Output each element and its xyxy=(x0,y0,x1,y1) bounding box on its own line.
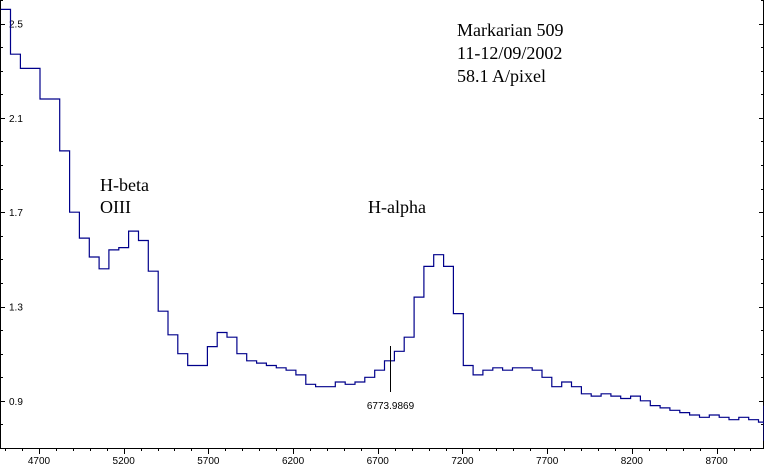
x-tick-label: 4700 xyxy=(28,456,51,467)
wavelength-marker-label: 6773.9869 xyxy=(367,401,415,412)
object-name-annotation: Markarian 509 xyxy=(457,20,563,40)
oiii-label: OIII xyxy=(100,197,131,217)
x-axis: 4700 5200 5700 6200 6700 7200 7700 8200 8700 xyxy=(0,448,764,467)
x-tick-label: 6200 xyxy=(282,456,305,467)
x-tick-label: 5700 xyxy=(197,456,220,467)
y-tick-label: 0.9 xyxy=(9,397,23,408)
x-tick-label: 8700 xyxy=(705,456,728,467)
h-beta-label: H-beta xyxy=(100,175,149,195)
y-tick-label: 2.1 xyxy=(9,114,23,125)
x-tick-label: 7700 xyxy=(536,456,559,467)
observation-date-annotation: 11-12/09/2002 xyxy=(457,43,562,63)
y-tick-label: 1.3 xyxy=(9,303,23,314)
x-tick-label: 7200 xyxy=(451,456,474,467)
h-alpha-label: H-alpha xyxy=(368,197,426,217)
x-tick-label: 8200 xyxy=(621,456,644,467)
y-tick-label: 1.7 xyxy=(9,208,23,219)
x-tick-label: 6700 xyxy=(367,456,390,467)
dispersion-annotation: 58.1 A/pixel xyxy=(457,66,546,86)
spectrum-series-line xyxy=(0,8,764,441)
y-tick-label: 2.5 xyxy=(9,20,23,31)
x-tick-label: 5200 xyxy=(113,456,136,467)
